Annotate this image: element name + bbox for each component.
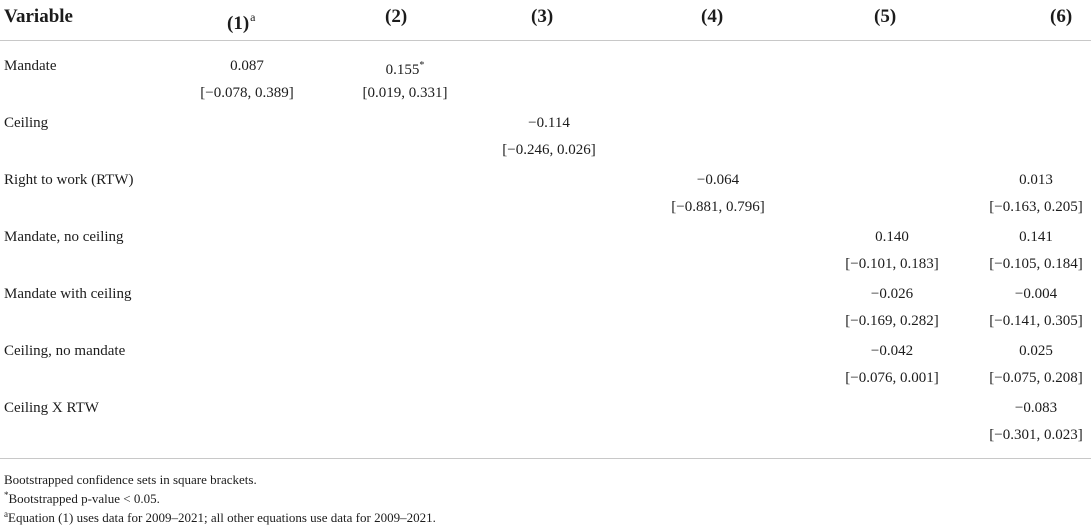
header-col-1-footnote-mark: a (250, 10, 256, 24)
row-label: Ceiling X RTW (4, 400, 99, 416)
coefficient: 0.087 (230, 58, 264, 74)
confidence-interval: [−0.141, 0.305] (989, 313, 1083, 329)
confidence-interval: [−0.246, 0.026] (502, 142, 596, 158)
header-col-5: (5) (874, 6, 897, 27)
row-label: Ceiling, no mandate (4, 343, 126, 359)
row-label: Mandate with ceiling (4, 286, 132, 302)
confidence-interval: [−0.105, 0.184] (989, 256, 1083, 272)
confidence-interval: [0.019, 0.331] (362, 85, 448, 101)
footnote-significance-mark: * (4, 490, 9, 500)
footnote-confidence-sets: Bootstrapped confidence sets in square b… (4, 472, 257, 487)
confidence-interval: [−0.076, 0.001] (845, 370, 939, 386)
coefficient: −0.026 (870, 286, 914, 302)
significance-mark: * (419, 60, 425, 71)
table-row: Right to work (RTW) −0.064 [−0.881, 0.796]… (0, 169, 1091, 226)
coefficient: −0.064 (696, 172, 740, 188)
confidence-interval: [−0.101, 0.183] (845, 256, 939, 272)
coefficient: −0.042 (870, 343, 914, 359)
confidence-interval: [−0.078, 0.389] (200, 85, 294, 101)
table-row: Ceiling X RTW −0.083 [−0.301, 0.023] (0, 397, 1091, 454)
table-row: Mandate with ceiling −0.026 [−0.169, 0.282… (0, 283, 1091, 340)
header-col-3: (3) (531, 6, 554, 27)
footnote-data-years-mark: a (4, 509, 8, 519)
footnote-data-years: aEquation (1) uses data for 2009–2021; a… (4, 509, 436, 525)
row-label: Right to work (RTW) (4, 172, 134, 188)
row-label: Mandate (4, 58, 57, 74)
table-cell-col-6: 0.025 [−0.075, 0.208] (946, 340, 1091, 389)
coefficient: 0.155* (385, 60, 425, 78)
table-cell-col-2: 0.155* [0.019, 0.331] (315, 55, 495, 104)
confidence-interval: [−0.881, 0.796] (671, 199, 765, 215)
coefficient: 0.141 (1019, 229, 1053, 245)
confidence-interval: [−0.075, 0.208] (989, 370, 1083, 386)
header-col-2: (2) (385, 6, 408, 27)
coefficient: −0.114 (528, 115, 570, 131)
table-cell-col-3: −0.114 [−0.246, 0.026] (459, 112, 639, 161)
coefficient: 0.140 (875, 229, 909, 245)
row-label: Mandate, no ceiling (4, 229, 124, 245)
table-cell-col-5: −0.042 [−0.076, 0.001] (802, 340, 982, 389)
table-row: Mandate 0.087 [−0.078, 0.389] 0.155* [0.019,… (0, 55, 1091, 112)
table-cell-col-1: 0.087 [−0.078, 0.389] (157, 55, 337, 104)
coefficient: 0.013 (1019, 172, 1053, 188)
coefficient: −0.004 (1014, 286, 1058, 302)
table-row: Mandate, no ceiling 0.140 [−0.101, 0.183] 0… (0, 226, 1091, 283)
header-col-6: (6) (1050, 6, 1073, 27)
table-cell-col-5: −0.026 [−0.169, 0.282] (802, 283, 982, 332)
coefficient: −0.083 (1014, 400, 1058, 416)
row-label: Ceiling (4, 115, 49, 131)
table-cell-col-6: 0.013 [−0.163, 0.205] (946, 169, 1091, 218)
table-row: Ceiling −0.114 [−0.246, 0.026] (0, 112, 1091, 169)
confidence-interval: [−0.169, 0.282] (845, 313, 939, 329)
table-header: Variable (1)a (2) (3) (4) (5) (6) (0, 0, 1091, 41)
header-variable: Variable (4, 6, 73, 27)
confidence-interval: [−0.163, 0.205] (989, 199, 1083, 215)
table-cell-col-6: −0.004 [−0.141, 0.305] (946, 283, 1091, 332)
table-cell-col-6: −0.083 [−0.301, 0.023] (946, 397, 1091, 446)
confidence-interval: [−0.301, 0.023] (989, 427, 1083, 443)
table-cell-col-5: 0.140 [−0.101, 0.183] (802, 226, 982, 275)
table-bottom-rule (0, 458, 1091, 459)
header-col-4: (4) (701, 6, 724, 27)
footnote-significance: *Bootstrapped p-value < 0.05. (4, 490, 160, 506)
table-cell-col-6: 0.141 [−0.105, 0.184] (946, 226, 1091, 275)
coefficient: 0.025 (1019, 343, 1053, 359)
table-row: Ceiling, no mandate −0.042 [−0.076, 0.001]… (0, 340, 1091, 397)
header-col-1: (1)a (227, 10, 256, 34)
table-cell-col-4: −0.064 [−0.881, 0.796] (628, 169, 808, 218)
